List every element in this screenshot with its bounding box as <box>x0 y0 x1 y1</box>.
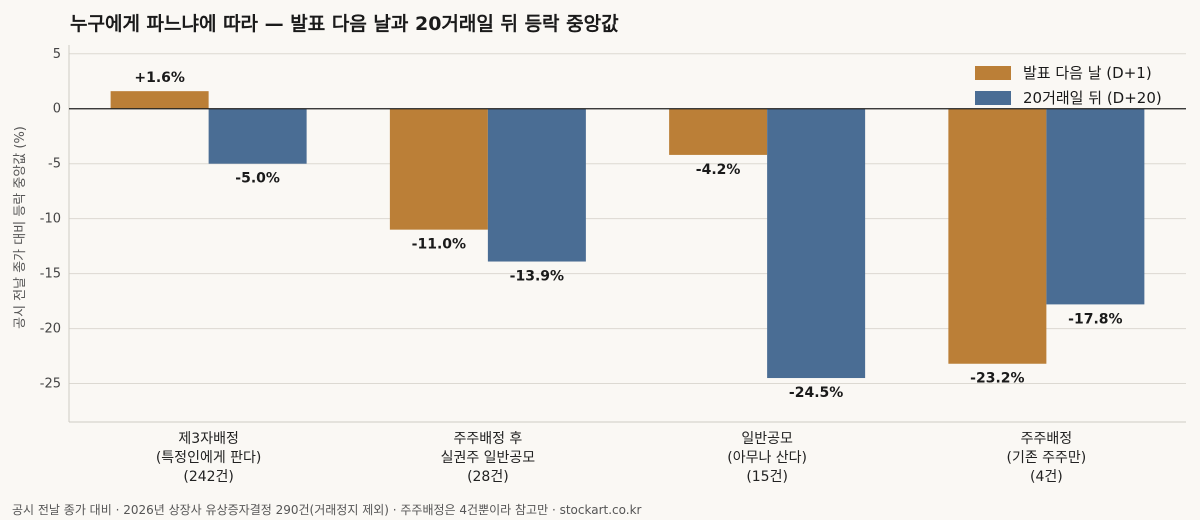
bar-d20-2 <box>767 108 866 379</box>
x-tick-label: (특정인에게 판다) <box>156 450 262 466</box>
data-label: -24.5% <box>789 385 843 401</box>
bar-d20-0 <box>208 108 307 164</box>
bar-d20-3 <box>1046 108 1145 305</box>
data-label: -4.2% <box>696 162 741 178</box>
x-tick-label: 주주배정 <box>1021 431 1073 447</box>
x-tick-label: (242건) <box>183 469 234 485</box>
legend-swatch-d1 <box>975 65 1011 80</box>
bar-d1-2 <box>669 108 768 155</box>
x-tick-label: 일반공모 <box>741 431 793 447</box>
y-axis-title: 공시 전날 종가 대비 등락 중앙값 (%) <box>13 126 28 329</box>
legend-item-d20: 20거래일 뒤 (D+20) <box>975 85 1162 110</box>
legend-label-d20: 20거래일 뒤 (D+20) <box>1023 89 1162 107</box>
data-label: -17.8% <box>1068 311 1122 327</box>
x-tick-label: (15건) <box>746 469 788 485</box>
x-tick-label: 주주배정 후 <box>453 431 522 447</box>
y-tick-label: 5 <box>53 47 61 62</box>
x-tick-label: (기존 주주만) <box>1006 450 1086 466</box>
data-label: +1.6% <box>134 70 185 86</box>
legend: 발표 다음 날 (D+1) 20거래일 뒤 (D+20) <box>975 60 1162 110</box>
data-label: -5.0% <box>235 171 280 187</box>
legend-swatch-d20 <box>975 90 1011 105</box>
bar-d1-1 <box>389 108 488 230</box>
x-tick-label: (4건) <box>1030 469 1063 485</box>
y-tick-label: -20 <box>40 322 61 337</box>
y-tick-label: -10 <box>40 212 61 227</box>
legend-item-d1: 발표 다음 날 (D+1) <box>975 60 1162 85</box>
data-label: -11.0% <box>412 237 466 253</box>
y-tick-label: 0 <box>53 102 61 117</box>
y-tick-label: -5 <box>48 157 61 172</box>
data-label: -23.2% <box>970 371 1024 387</box>
x-tick-label: (28건) <box>467 469 509 485</box>
chart-title: 누구에게 파느냐에 따라 — 발표 다음 날과 20거래일 뒤 등락 중앙값 <box>70 13 619 35</box>
bar-d20-1 <box>487 108 586 262</box>
y-tick-label: -25 <box>40 377 61 392</box>
x-tick-label: 실권주 일반공모 <box>441 450 536 466</box>
footnote: 공시 전날 종가 대비 · 2026년 상장사 유상증자결정 290건(거래정지… <box>12 503 642 517</box>
x-tick-label: 제3자배정 <box>178 431 238 447</box>
data-label: -13.9% <box>510 269 564 285</box>
bar-d1-0 <box>110 91 209 109</box>
legend-label-d1: 발표 다음 날 (D+1) <box>1023 64 1152 82</box>
bar-d1-3 <box>948 108 1047 364</box>
x-tick-label: (아무나 산다) <box>727 450 807 466</box>
y-tick-label: -15 <box>40 267 61 282</box>
